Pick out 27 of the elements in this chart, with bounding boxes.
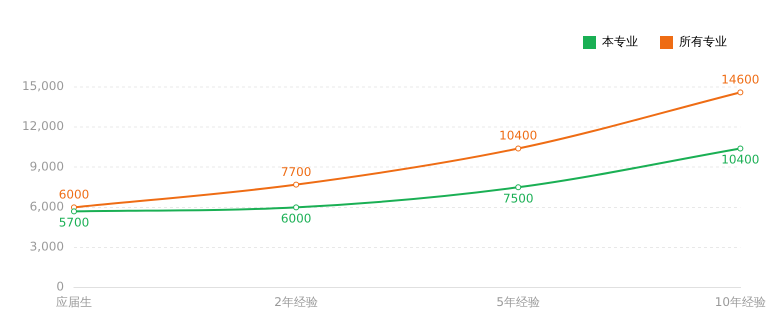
y-tick-label: 0 [56, 280, 64, 294]
legend-label: 本专业 [602, 34, 638, 49]
data-label: 10400 [721, 152, 760, 167]
point [70, 208, 77, 214]
x-tick-label: 应届生 [56, 294, 92, 309]
data-label: 5700 [58, 215, 90, 230]
x-tick-label: 5年经验 [496, 294, 540, 309]
legend-label: 所有专业 [679, 34, 727, 49]
y-tick-label: 9,000 [30, 159, 64, 174]
x-tick-label: 2年经验 [274, 294, 318, 309]
y-tick-label: 3,000 [30, 240, 64, 254]
data-label: 14600 [721, 72, 760, 86]
data-label: 7500 [502, 191, 534, 206]
point [737, 89, 744, 96]
point [293, 182, 300, 188]
point [515, 146, 522, 152]
point [293, 204, 300, 210]
point [737, 146, 744, 152]
data-label: 6000 [58, 187, 90, 202]
data-label: 7700 [280, 164, 312, 179]
data-label: 6000 [280, 211, 312, 226]
y-tick-label: 12,000 [22, 119, 64, 134]
point [515, 184, 522, 190]
y-tick-label: 15,000 [22, 79, 64, 94]
y-tick-label: 6,000 [30, 199, 64, 214]
data-label: 10400 [499, 128, 538, 143]
x-tick-label: 10年经验 [714, 294, 766, 309]
